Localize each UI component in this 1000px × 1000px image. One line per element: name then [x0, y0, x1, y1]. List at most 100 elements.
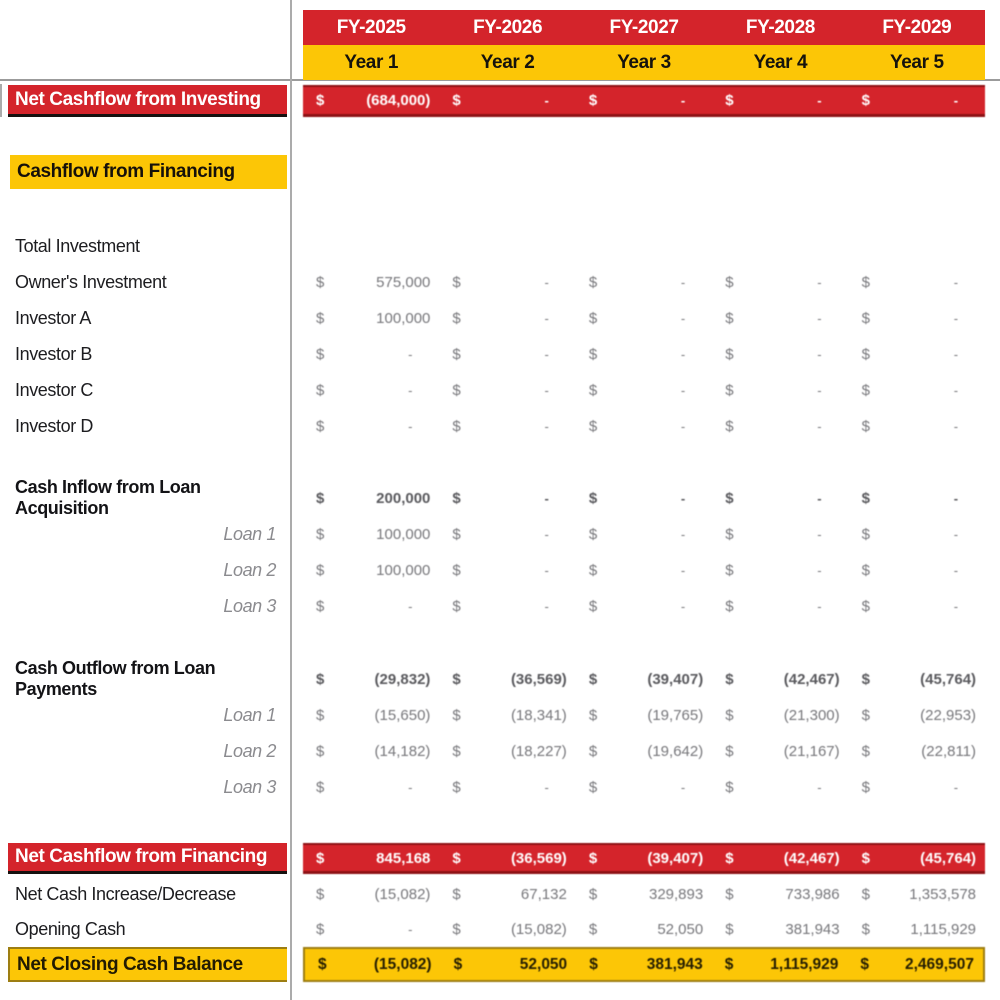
owners-investment-y2-cell[interactable]: $ - [439, 267, 575, 297]
loan-inflow-1-y3-cell[interactable]: $ - [576, 519, 712, 549]
row-label-investor-d[interactable]: Investor D [15, 415, 94, 436]
net-cashflow-investing-y3-cell[interactable]: $ - [576, 87, 712, 114]
net-cash-increase-decrease-y1-cell[interactable]: $ (15,082) [303, 879, 439, 909]
year-header-cell[interactable]: Year 2 [480, 51, 535, 73]
net-cashflow-investing-y2-cell[interactable]: $ - [439, 87, 575, 114]
owners-investment-y3-cell[interactable]: $ - [576, 267, 712, 297]
loan-outflow-2-y2-cell[interactable]: $ (18,227) [439, 736, 575, 766]
net-cashflow-investing-y4-cell[interactable]: $ - [712, 87, 848, 114]
row-label-loan-inflow-2[interactable]: Loan 2 [223, 559, 276, 580]
loan-inflow-3-y4-cell[interactable]: $ - [712, 591, 848, 621]
investor-d-y3-cell[interactable]: $ - [576, 411, 712, 441]
cash-inflow-loan-acquisition-y4-cell[interactable]: $ - [712, 483, 848, 513]
fy-header-cell[interactable]: FY-2028 [745, 16, 815, 38]
row-label-investor-a[interactable]: Investor A [15, 307, 92, 328]
loan-inflow-3-y3-cell[interactable]: $ - [576, 591, 712, 621]
row-label-net-cashflow-investing[interactable]: Net Cashflow from Investing [8, 85, 287, 117]
year-header-cell[interactable]: Year 1 [344, 51, 398, 73]
year-header-cell[interactable]: Year 4 [753, 51, 808, 73]
cash-inflow-loan-acquisition-y3-cell[interactable]: $ - [576, 483, 712, 513]
investor-c-y1-cell[interactable]: $ - [303, 375, 439, 405]
net-cashflow-financing-y5-cell[interactable]: $ (45,764) [849, 845, 985, 871]
loan-outflow-1-y2-cell[interactable]: $ (18,341) [439, 700, 575, 730]
row-label-net-cashflow-financing[interactable]: Net Cashflow from Financing [8, 843, 287, 874]
opening-cash-y2-cell[interactable]: $ (15,082) [439, 914, 575, 944]
loan-inflow-1-y1-cell[interactable]: $100,000 [303, 519, 439, 549]
fy-header-cell[interactable]: FY-2029 [882, 16, 952, 38]
loan-outflow-2-y3-cell[interactable]: $ (19,642) [576, 736, 712, 766]
loan-inflow-3-y5-cell[interactable]: $ - [849, 591, 985, 621]
investor-c-y5-cell[interactable]: $ - [849, 375, 985, 405]
opening-cash-y5-cell[interactable]: $1,115,929 [849, 914, 985, 944]
row-label-investor-b[interactable]: Investor B [15, 343, 93, 364]
loan-inflow-3-y1-cell[interactable]: $ - [303, 591, 439, 621]
opening-cash-y3-cell[interactable]: $52,050 [576, 914, 712, 944]
investor-b-y3-cell[interactable]: $ - [576, 339, 712, 369]
investor-d-y4-cell[interactable]: $ - [712, 411, 848, 441]
investor-a-y2-cell[interactable]: $ - [439, 303, 575, 333]
investor-b-y2-cell[interactable]: $ - [439, 339, 575, 369]
cash-inflow-loan-acquisition-y2-cell[interactable]: $ - [439, 483, 575, 513]
net-closing-cash-balance-y3-cell[interactable]: $381,943 [576, 949, 712, 980]
net-cash-increase-decrease-y2-cell[interactable]: $67,132 [439, 879, 575, 909]
fy-header-cell[interactable]: FY-2026 [473, 16, 543, 38]
cash-outflow-loan-payments-y3-cell[interactable]: $ (39,407) [576, 664, 712, 694]
net-cashflow-financing-y1-cell[interactable]: $845,168 [303, 845, 439, 871]
row-label-cashflow-financing-header[interactable]: Cashflow from Financing [10, 155, 287, 189]
net-cash-increase-decrease-y4-cell[interactable]: $733,986 [712, 879, 848, 909]
loan-outflow-3-y3-cell[interactable]: $ - [576, 772, 712, 802]
investor-a-y1-cell[interactable]: $100,000 [303, 303, 439, 333]
net-cashflow-financing-y2-cell[interactable]: $ (36,569) [439, 845, 575, 871]
owners-investment-y4-cell[interactable]: $ - [712, 267, 848, 297]
investor-a-y4-cell[interactable]: $ - [712, 303, 848, 333]
investor-d-y5-cell[interactable]: $ - [849, 411, 985, 441]
net-cashflow-investing-y1-cell[interactable]: $ (684,000) [303, 87, 439, 114]
loan-inflow-2-y4-cell[interactable]: $ - [712, 555, 848, 585]
cash-inflow-loan-acquisition-y5-cell[interactable]: $ - [849, 483, 985, 513]
investor-d-y1-cell[interactable]: $ - [303, 411, 439, 441]
fy-header-cell[interactable]: FY-2027 [609, 16, 679, 38]
cash-outflow-loan-payments-y5-cell[interactable]: $ (45,764) [849, 664, 985, 694]
loan-outflow-1-y1-cell[interactable]: $ (15,650) [303, 700, 439, 730]
net-closing-cash-balance-y1-cell[interactable]: $ (15,082) [305, 949, 441, 980]
loan-outflow-1-y4-cell[interactable]: $ (21,300) [712, 700, 848, 730]
loan-inflow-1-y2-cell[interactable]: $ - [439, 519, 575, 549]
investor-b-y4-cell[interactable]: $ - [712, 339, 848, 369]
loan-outflow-2-y5-cell[interactable]: $ (22,811) [849, 736, 985, 766]
row-label-investor-c[interactable]: Investor C [15, 379, 94, 400]
year-header-cell[interactable]: Year 3 [617, 51, 671, 73]
row-label-net-closing-cash-balance[interactable]: Net Closing Cash Balance [8, 947, 287, 982]
investor-a-y5-cell[interactable]: $ - [849, 303, 985, 333]
loan-outflow-2-y4-cell[interactable]: $ (21,167) [712, 736, 848, 766]
loan-inflow-1-y4-cell[interactable]: $ - [712, 519, 848, 549]
loan-outflow-3-y1-cell[interactable]: $ - [303, 772, 439, 802]
opening-cash-y4-cell[interactable]: $381,943 [712, 914, 848, 944]
owners-investment-y5-cell[interactable]: $ - [849, 267, 985, 297]
loan-outflow-3-y4-cell[interactable]: $ - [712, 772, 848, 802]
investor-b-y1-cell[interactable]: $ - [303, 339, 439, 369]
net-cash-increase-decrease-y3-cell[interactable]: $329,893 [576, 879, 712, 909]
net-closing-cash-balance-y4-cell[interactable]: $1,115,929 [712, 949, 848, 980]
opening-cash-y1-cell[interactable]: $ - [303, 914, 439, 944]
cash-outflow-loan-payments-y4-cell[interactable]: $ (42,467) [712, 664, 848, 694]
cash-outflow-loan-payments-y1-cell[interactable]: $ (29,832) [303, 664, 439, 694]
investor-a-y3-cell[interactable]: $ - [576, 303, 712, 333]
loan-inflow-2-y2-cell[interactable]: $ - [439, 555, 575, 585]
loan-outflow-1-y3-cell[interactable]: $ (19,765) [576, 700, 712, 730]
owners-investment-y1-cell[interactable]: $575,000 [303, 267, 439, 297]
row-label-total-investment[interactable]: Total Investment [15, 235, 140, 256]
row-label-loan-outflow-1[interactable]: Loan 1 [223, 704, 276, 725]
net-closing-cash-balance-y5-cell[interactable]: $2,469,507 [847, 949, 983, 980]
investor-b-y5-cell[interactable]: $ - [849, 339, 985, 369]
loan-inflow-2-y3-cell[interactable]: $ - [576, 555, 712, 585]
investor-d-y2-cell[interactable]: $ - [439, 411, 575, 441]
row-label-loan-inflow-1[interactable]: Loan 1 [223, 523, 276, 544]
net-cash-increase-decrease-y5-cell[interactable]: $1,353,578 [849, 879, 985, 909]
row-label-opening-cash[interactable]: Opening Cash [15, 918, 126, 939]
row-label-net-cash-increase-decrease[interactable]: Net Cash Increase/Decrease [15, 883, 236, 904]
net-cashflow-investing-y5-cell[interactable]: $ - [849, 87, 985, 114]
cash-outflow-loan-payments-y2-cell[interactable]: $ (36,569) [439, 664, 575, 694]
investor-c-y4-cell[interactable]: $ - [712, 375, 848, 405]
investor-c-y3-cell[interactable]: $ - [576, 375, 712, 405]
year-header-cell[interactable]: Year 5 [890, 51, 944, 73]
